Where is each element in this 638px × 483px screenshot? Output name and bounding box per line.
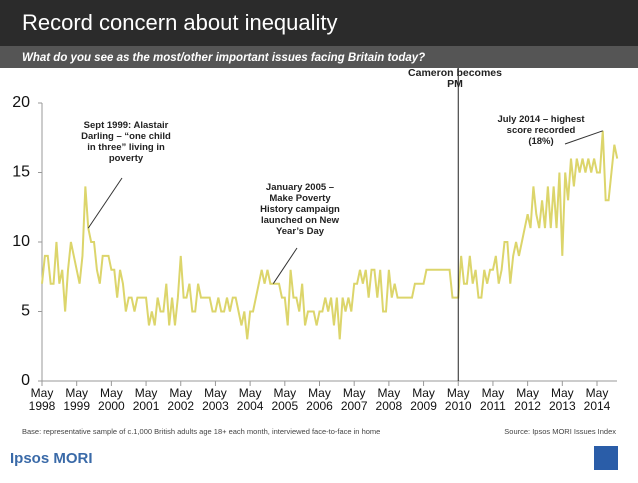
annotation-box: Sept 1999: Alastair Darling – “one child… [81, 120, 171, 164]
source: Source: Ipsos MORI Issues Index [504, 427, 616, 436]
x-tick-label-box: May 2003 [202, 387, 229, 413]
annotation-arrow [564, 130, 603, 145]
x-tick-label: May 2010 [444, 387, 472, 413]
annotation-box: Cameron becomes PM [408, 68, 502, 90]
x-tick-label-box: May 2004 [236, 387, 264, 413]
x-tick-label-box: May 2014 [583, 387, 611, 413]
y-tick-label: 20 [12, 94, 30, 111]
x-tick-label: May 2003 [202, 387, 229, 413]
x-tick-label-box: May 2001 [132, 387, 160, 413]
title-band [0, 0, 638, 46]
brand: Ipsos MORI [10, 450, 93, 467]
x-tick-label: May 2007 [340, 387, 368, 413]
x-tick-label-box: May 2011 [480, 387, 506, 413]
x-tick-label-box: May 2009 [410, 387, 437, 413]
x-tick-label: May 2000 [98, 387, 125, 413]
x-tick-label: May 2004 [236, 387, 264, 413]
annotation: Cameron becomes PM [408, 68, 502, 90]
y-tick-label: 15 [12, 164, 30, 181]
chart-subtitle: What do you see as the most/other import… [22, 52, 425, 64]
annotation-box: January 2005 – Make Poverty History camp… [260, 182, 340, 237]
x-tick-label-box: May 2008 [375, 387, 403, 413]
footnote: Base: representative sample of c.1,000 B… [22, 427, 380, 436]
x-tick-label-box: May 2007 [340, 387, 368, 413]
subtitle-band [0, 46, 638, 68]
x-tick-label: May 1998 [28, 387, 56, 413]
y-tick-label: 10 [12, 233, 30, 250]
y-tick-label: 5 [21, 303, 30, 320]
x-tick-label: May 2014 [583, 387, 611, 413]
x-tick-label-box: May 2006 [306, 387, 333, 413]
x-tick-label-box: May 2002 [167, 387, 195, 413]
x-tick-label-box: May 2013 [548, 387, 576, 413]
y-tick-label: 0 [21, 372, 30, 389]
chart-title: Record concern about inequality [22, 10, 338, 35]
x-tick-label: May 1999 [63, 387, 91, 413]
annotation-arrow [87, 177, 123, 229]
x-tick-label-box: May 2005 [271, 387, 299, 413]
annotation: Sept 1999: Alastair Darling – “one child… [81, 120, 171, 164]
x-tick-label: May 2011 [480, 387, 506, 413]
x-tick-label: May 2001 [132, 387, 160, 413]
x-tick-label: May 2008 [375, 387, 403, 413]
annotation: July 2014 – highest score recorded (18%) [497, 114, 585, 147]
x-tick-label: May 2005 [271, 387, 299, 413]
x-tick-label-box: May 2000 [98, 387, 125, 413]
x-tick-label: May 2012 [514, 387, 541, 413]
x-tick-label-box: May 1999 [63, 387, 91, 413]
x-tick-label-box: May 2010 [444, 387, 472, 413]
logo [594, 446, 618, 470]
x-tick-label: May 2009 [410, 387, 437, 413]
annotation-arrow [272, 247, 298, 284]
data-line [41, 130, 619, 340]
x-tick-label: May 2013 [548, 387, 576, 413]
annotation-box: July 2014 – highest score recorded (18%) [497, 114, 585, 147]
x-tick-label-box: May 1998 [28, 387, 56, 413]
x-tick-label-box: May 2012 [514, 387, 541, 413]
annotation: January 2005 – Make Poverty History camp… [260, 182, 340, 237]
x-tick-label: May 2002 [167, 387, 195, 413]
x-tick-label: May 2006 [306, 387, 333, 413]
